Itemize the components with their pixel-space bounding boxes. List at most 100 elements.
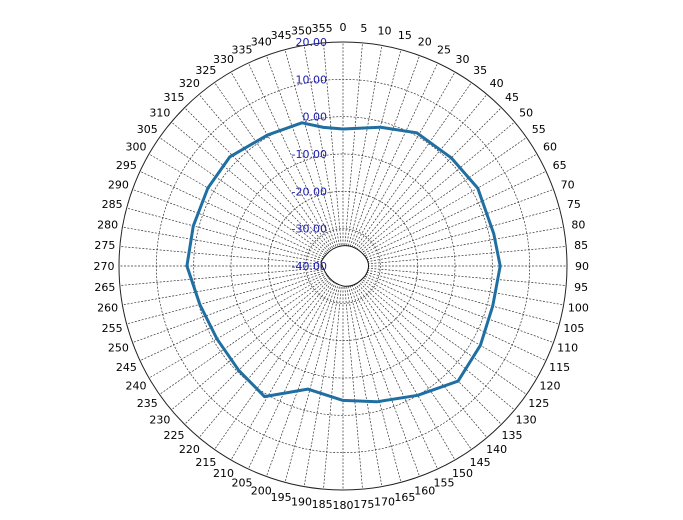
data-point <box>456 379 460 383</box>
grid-ring <box>193 116 493 416</box>
angle-tick-label: 340 <box>251 35 272 48</box>
data-point <box>300 121 304 125</box>
angle-tick-label: 205 <box>231 477 252 490</box>
grid-spoke <box>248 62 344 267</box>
data-point <box>416 394 419 397</box>
grid-spoke <box>342 62 438 267</box>
data-point <box>192 224 195 228</box>
angle-tick-label: 280 <box>97 218 118 231</box>
angle-tick-label: 20 <box>418 35 432 48</box>
series-layer <box>185 121 502 404</box>
angle-tick-label: 100 <box>568 302 589 315</box>
angle-tick-label: 15 <box>398 29 412 42</box>
angle-tick-label: 90 <box>575 260 589 273</box>
angle-tick-label: 335 <box>231 43 252 56</box>
grid-spoke <box>342 265 547 361</box>
angle-tick-label: 330 <box>213 53 234 66</box>
angle-tick-label: 220 <box>179 443 200 456</box>
angle-tick-label: 270 <box>94 260 115 273</box>
angle-tick-label: 180 <box>333 499 354 512</box>
angle-tick-label: 255 <box>102 322 123 335</box>
angle-tick-label: 25 <box>437 43 451 56</box>
data-point <box>491 304 494 308</box>
angle-tick-label: 80 <box>571 218 585 231</box>
angle-tick-label: 245 <box>116 361 137 374</box>
grid-spoke <box>342 189 554 267</box>
angle-tick-label: 5 <box>360 22 367 35</box>
angle-tick-label: 0 <box>340 21 347 34</box>
angle-tick-label: 305 <box>137 123 158 136</box>
angle-tick-label: 160 <box>414 485 435 498</box>
angle-tick-label: 225 <box>164 429 185 442</box>
angle-tick-label: 60 <box>543 141 557 154</box>
radial-tick-label: 10.00 <box>296 73 328 86</box>
grid-spoke <box>342 94 488 267</box>
data-point <box>341 399 345 402</box>
angle-tick-label: 265 <box>94 281 115 294</box>
radial-tick-label: -10.00 <box>292 148 327 161</box>
angle-tick-label: 235 <box>137 397 158 410</box>
grid-spoke <box>126 207 344 267</box>
angle-tick-label: 195 <box>271 491 292 504</box>
grid-spoke <box>342 265 538 379</box>
data-point <box>476 186 480 190</box>
data-point <box>492 232 496 236</box>
center-hole <box>320 245 369 287</box>
angle-tick-label: 165 <box>394 491 415 504</box>
angle-tick-label: 95 <box>574 281 588 294</box>
grid-spoke <box>230 265 344 461</box>
grid-spoke <box>171 121 344 267</box>
angle-tick-label: 355 <box>312 22 333 35</box>
angle-tick-label: 10 <box>378 25 392 38</box>
data-point <box>375 400 379 404</box>
angle-tick-label: 115 <box>549 361 570 374</box>
angle-tick-label: 130 <box>516 414 537 427</box>
angle-tick-label: 150 <box>452 467 473 480</box>
angle-tick-label: 290 <box>108 178 129 191</box>
angle-tick-label: 30 <box>456 53 470 66</box>
angle-tick-label: 170 <box>374 495 395 508</box>
radial-tick-label: -40.00 <box>292 260 327 273</box>
radial-tick-label: -20.00 <box>292 185 327 198</box>
series-line <box>185 121 502 404</box>
angle-tick-label: 315 <box>164 91 185 104</box>
data-point <box>266 133 269 137</box>
angle-tick-label: 120 <box>539 380 560 393</box>
angle-tick-label: 260 <box>97 302 118 315</box>
data-point <box>237 369 240 372</box>
data-point <box>215 337 219 340</box>
radial-tick-label: 20.00 <box>296 36 328 49</box>
angle-tick-label: 140 <box>486 443 507 456</box>
data-point <box>498 264 502 268</box>
grid-ring <box>305 228 381 304</box>
angle-tick-label: 50 <box>519 106 533 119</box>
grid-spoke <box>284 265 344 483</box>
grid-ring <box>118 41 568 491</box>
angle-tick-label: 175 <box>353 498 374 511</box>
angle-tick-label: 65 <box>553 159 567 172</box>
angle-tick-label: 110 <box>557 342 578 355</box>
angle-tick-label: 45 <box>505 91 519 104</box>
grid-spoke <box>342 171 547 267</box>
data-point <box>306 387 309 391</box>
data-point <box>450 156 453 159</box>
data-point <box>206 186 210 190</box>
angle-tick-label: 185 <box>312 498 333 511</box>
grid-spoke <box>342 265 567 286</box>
angle-tick-label: 200 <box>251 485 272 498</box>
angle-tick-label: 190 <box>291 495 312 508</box>
angle-tick-label: 75 <box>567 198 581 211</box>
angle-tick-label: 310 <box>149 106 170 119</box>
angle-tick-label: 240 <box>126 380 147 393</box>
radial-tick-labels: -40.00 -30.00 -20.00 -10.00 0.00 10.00 20.00 <box>292 36 327 273</box>
data-point <box>415 131 419 134</box>
grid-spoke <box>342 265 402 483</box>
grid-spoke <box>214 265 344 450</box>
angle-tick-label: 350 <box>291 25 312 38</box>
data-point <box>228 155 232 159</box>
angle-tick-label: 230 <box>149 414 170 427</box>
angle-tick-label: 215 <box>195 456 216 469</box>
angle-tick-label: 325 <box>195 64 216 77</box>
angle-tick-label: 210 <box>213 467 234 480</box>
